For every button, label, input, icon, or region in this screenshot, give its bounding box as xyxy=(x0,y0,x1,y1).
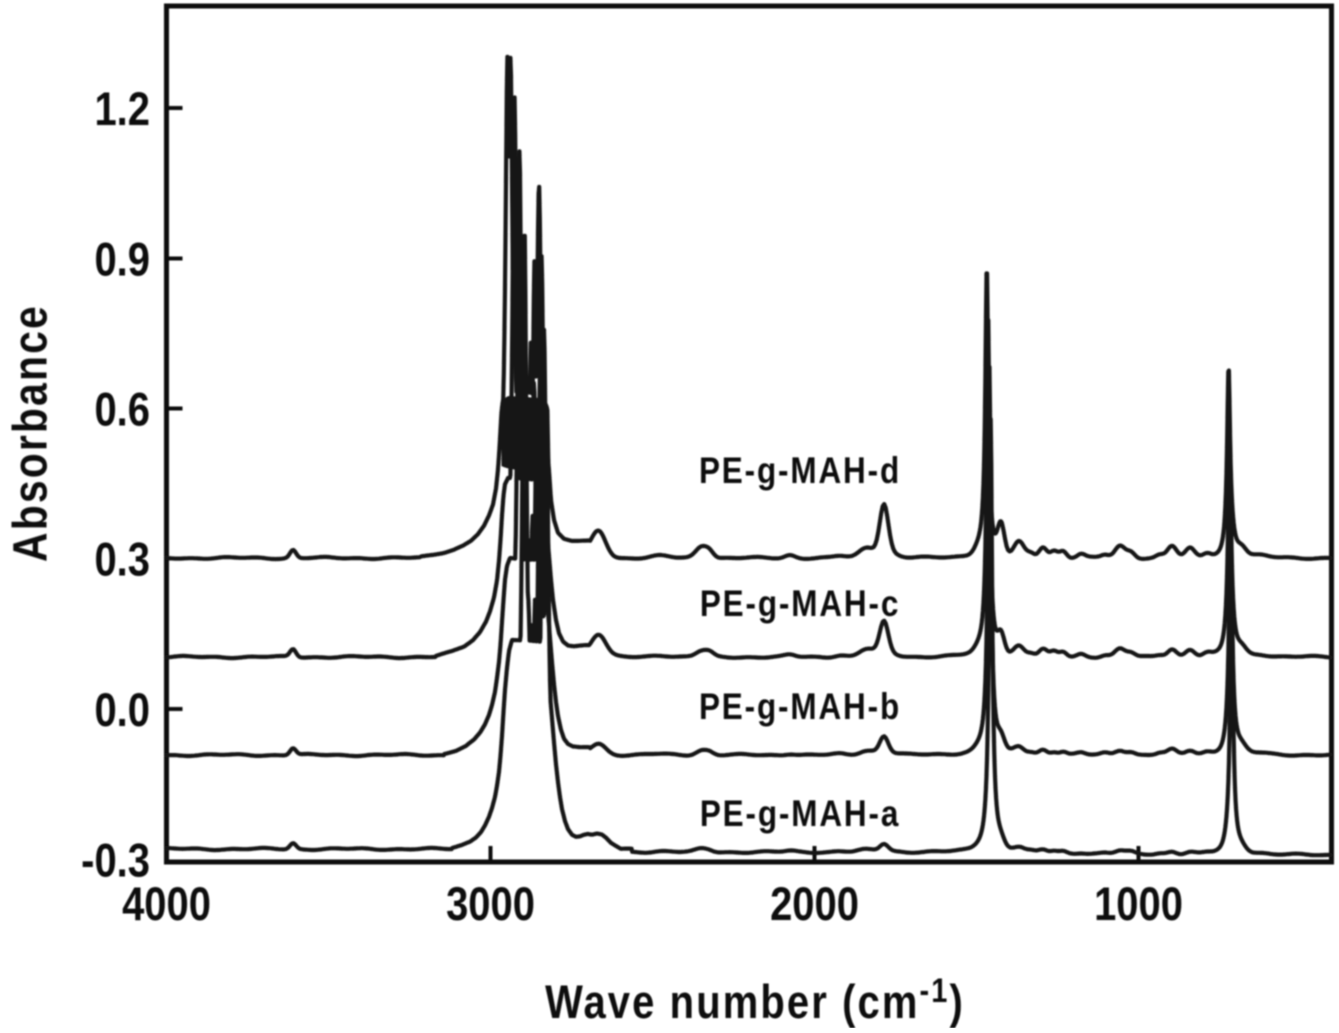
svg-text:0.3: 0.3 xyxy=(94,535,150,587)
svg-text:1.2: 1.2 xyxy=(94,84,150,136)
svg-text:PE-g-MAH-c: PE-g-MAH-c xyxy=(700,584,900,625)
svg-text:Wave number (cm-1): Wave number (cm-1) xyxy=(545,971,965,1028)
svg-text:4000: 4000 xyxy=(122,879,211,931)
svg-text:0.0: 0.0 xyxy=(94,685,150,737)
svg-text:PE-g-MAH-d: PE-g-MAH-d xyxy=(699,451,901,492)
svg-text:1000: 1000 xyxy=(1094,879,1183,931)
svg-text:PE-g-MAH-b: PE-g-MAH-b xyxy=(699,687,901,728)
svg-text:2000: 2000 xyxy=(770,879,859,931)
svg-text:PE-g-MAH-a: PE-g-MAH-a xyxy=(700,794,900,835)
svg-text:Absorbance: Absorbance xyxy=(4,304,57,562)
svg-text:-0.3: -0.3 xyxy=(81,836,150,888)
svg-text:3000: 3000 xyxy=(446,879,535,931)
svg-text:0.9: 0.9 xyxy=(94,235,150,287)
svg-text:0.6: 0.6 xyxy=(94,385,150,437)
